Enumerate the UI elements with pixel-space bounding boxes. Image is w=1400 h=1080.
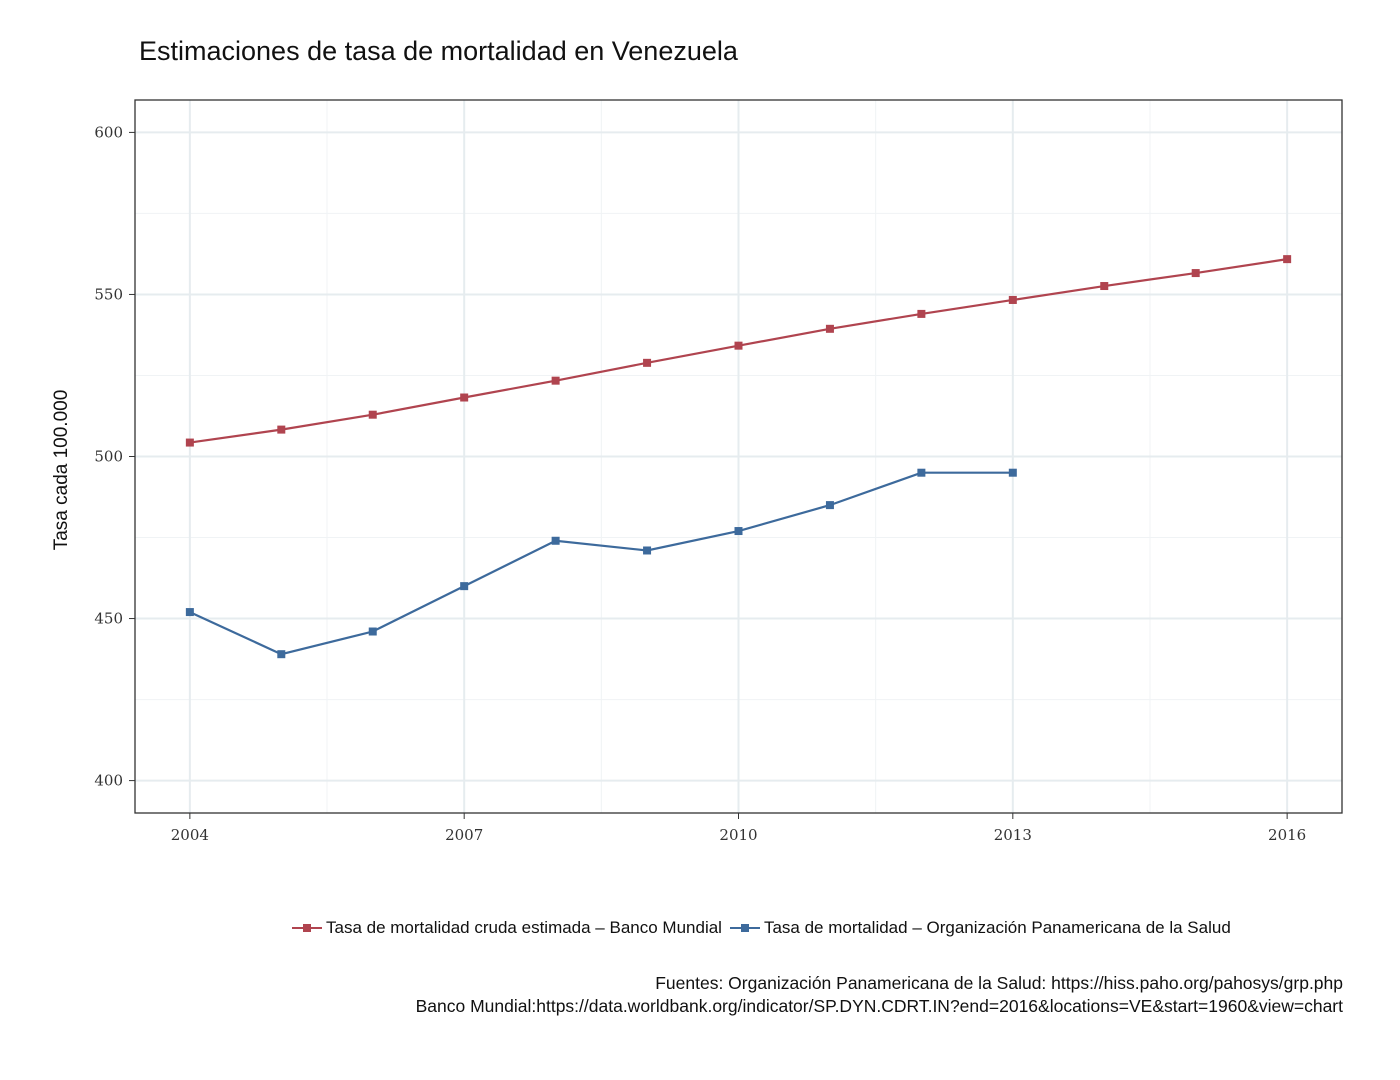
legend-label: Tasa de mortalidad cruda estimada – Banc… [326,918,722,937]
caption: Fuentes: Organización Panamericana de la… [416,972,1343,1018]
data-point [643,546,652,555]
y-tick-label: 500 [94,448,123,466]
legend-item-ops: Tasa de mortalidad – Organización Paname… [729,918,1231,938]
y-tick-label: 450 [94,610,123,628]
x-tick-label: 2013 [994,826,1032,844]
data-point [643,358,652,367]
x-tick-label: 2016 [1268,826,1306,844]
data-point [551,536,560,545]
data-point [1283,255,1292,264]
plot-border [134,99,1343,814]
data-point [825,324,834,333]
legend-key-red [292,922,322,934]
caption-line: Fuentes: Organización Panamericana de la… [655,973,1343,993]
y-tick-label: 550 [94,285,123,303]
data-point [185,608,194,617]
data-point [368,410,377,419]
data-point [1008,468,1017,477]
data-point [1008,295,1017,304]
data-point [734,527,743,536]
y-tick-label: 600 [94,123,123,141]
data-point [551,376,560,385]
data-point [917,309,926,318]
data-point [277,425,286,434]
data-point [917,468,926,477]
legend-key-blue [729,922,760,934]
data-point [460,582,469,591]
x-tick-label: 2010 [719,826,757,844]
data-point [460,393,469,402]
data-point [1100,282,1109,291]
legend-label: Tasa de mortalidad – Organización Paname… [763,918,1231,937]
x-tick-label: 2007 [445,826,483,844]
y-tick-label: 400 [94,772,123,790]
caption-line: Banco Mundial:https://data.worldbank.org… [415,996,1343,1016]
data-point [185,438,194,447]
legend-item-banco-mundial: Tasa de mortalidad cruda estimada – Banc… [292,918,722,938]
chart-title: Estimaciones de tasa de mortalidad en Ve… [139,36,738,66]
data-point [825,501,834,510]
data-point [368,627,377,636]
data-point [1191,269,1200,278]
series-line-1 [189,471,1013,656]
x-tick-label: 2004 [171,826,209,844]
data-point [734,341,743,350]
legend: Tasa de mortalidad cruda estimada – Banc… [292,918,1231,938]
data-point [277,650,286,659]
